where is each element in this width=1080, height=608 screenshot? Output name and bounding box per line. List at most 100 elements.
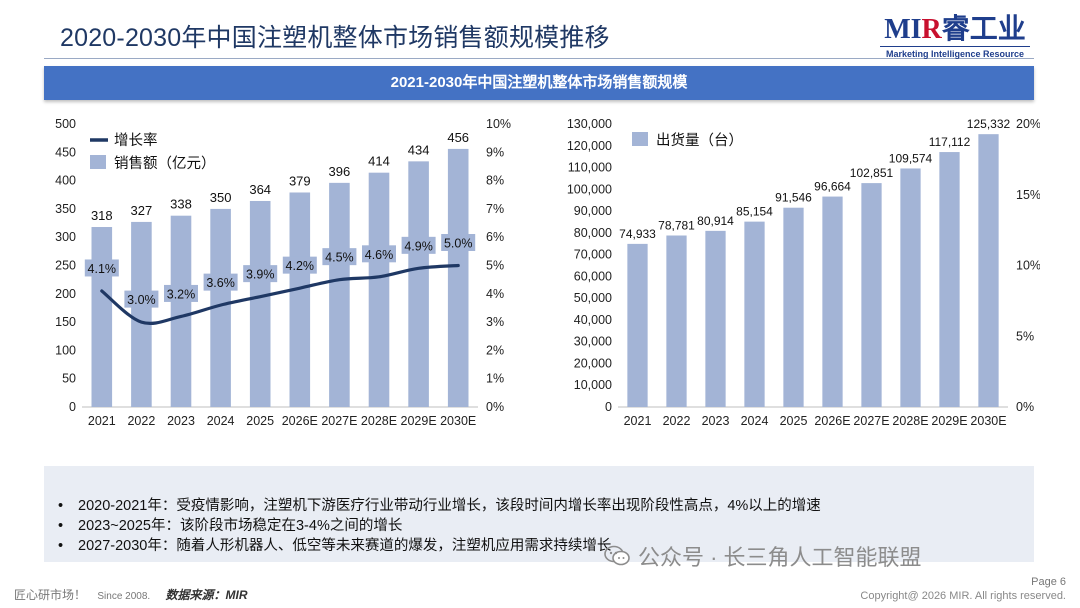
y-left-tick-label: 350 <box>55 202 76 216</box>
x-tick-label: 2023 <box>167 414 195 428</box>
line-label-box <box>441 234 476 251</box>
y-left-tick-label: 10,000 <box>574 378 612 392</box>
y-left-tick-label: 50 <box>62 372 76 386</box>
y-right-tick-label: 0% <box>1016 400 1034 414</box>
growth-rate-label: 3.6% <box>206 276 235 290</box>
x-tick-label: 2026E <box>282 414 318 428</box>
bar-value-label: 125,332 <box>967 117 1011 131</box>
chart-banner: 2021-2030年中国注塑机整体市场销售额规模 <box>44 66 1034 100</box>
bar <box>368 172 390 407</box>
y-left-tick-label: 400 <box>55 174 76 188</box>
note-item: 2023~2025年：该阶段市场稳定在3-4%之间的增长 <box>58 516 1034 536</box>
x-tick-label: 2024 <box>207 414 235 428</box>
y-right-tick-label: 8% <box>486 174 504 188</box>
y-left-tick-label: 20,000 <box>574 356 612 370</box>
y-right-tick-label: 10% <box>1016 259 1040 273</box>
watermark-text: 公众号 · 长三角人工智能联盟 <box>638 545 922 570</box>
bar <box>900 168 921 407</box>
x-tick-label: 2023 <box>702 414 730 428</box>
growth-rate-label: 4.2% <box>286 259 315 273</box>
legend-label-shipments: 出货量（台） <box>656 132 743 149</box>
growth-rate-line <box>100 263 460 326</box>
logo-text-mi: MI <box>884 14 922 45</box>
x-tick-label: 2030E <box>970 414 1006 428</box>
bar-value-label: 318 <box>91 208 113 223</box>
bar <box>210 208 231 407</box>
wechat-icon <box>604 545 630 566</box>
growth-rate-label: 4.9% <box>404 239 433 253</box>
bar <box>249 200 271 407</box>
page-number: Page 6 <box>1031 576 1066 588</box>
bar-value-label: 327 <box>131 203 153 218</box>
y-left-tick-label: 90,000 <box>574 204 612 218</box>
y-left-tick-label: 120,000 <box>567 139 612 153</box>
y-left-tick-label: 100 <box>55 343 76 357</box>
y-left-tick-label: 130,000 <box>567 117 612 131</box>
footer-since: Since 2008. <box>97 591 151 602</box>
y-left-tick-label: 300 <box>55 230 76 244</box>
growth-rate-label: 4.5% <box>325 251 354 265</box>
bar-value-label: 80,914 <box>697 214 734 228</box>
x-tick-label: 2030E <box>440 414 476 428</box>
note-item: 2027-2030年：随着人形机器人、低空等未来赛道的爆发，注塑机应用需求持续增… <box>58 536 1034 556</box>
bar-value-label: 96,664 <box>814 180 851 194</box>
y-left-tick-label: 150 <box>55 315 76 329</box>
line-label-box <box>322 248 357 266</box>
x-tick-label: 2021 <box>88 414 116 428</box>
y-right-tick-label: 1% <box>486 372 504 386</box>
bar <box>447 148 469 407</box>
bar <box>91 227 113 407</box>
line-label-box <box>124 290 159 308</box>
y-left-tick-label: 60,000 <box>574 269 612 283</box>
x-tick-label: 2026E <box>814 414 850 428</box>
y-left-tick-label: 250 <box>55 259 76 273</box>
x-tick-label: 2024 <box>741 414 769 428</box>
bar <box>939 152 960 407</box>
bar-value-label: 434 <box>408 142 430 157</box>
y-right-tick-label: 7% <box>486 202 504 216</box>
bar <box>861 183 882 407</box>
x-tick-label: 2029E <box>401 414 437 428</box>
copyright: Copyright@ 2026 MIR. All rights reserved… <box>860 590 1066 602</box>
bar-value-label: 91,546 <box>775 191 812 205</box>
notes-list: 2020-2021年：受疫情影响，注塑机下游医疗行业带动行业增长，该段时间内增长… <box>44 466 1034 556</box>
bar-value-label: 85,154 <box>736 205 773 219</box>
legend-label-sales: 销售额（亿元） <box>114 155 216 172</box>
y-right-tick-label: 4% <box>486 287 504 301</box>
y-left-tick-label: 110,000 <box>568 161 612 175</box>
y-left-tick-label: 200 <box>55 287 76 301</box>
bar-value-label: 338 <box>170 197 192 212</box>
growth-rate-label: 3.9% <box>246 268 275 282</box>
bar <box>705 230 726 407</box>
line-label-box <box>362 245 396 263</box>
notes-panel: 2020-2021年：受疫情影响，注塑机下游医疗行业带动行业增长，该段时间内增长… <box>44 466 1034 562</box>
x-tick-label: 2025 <box>780 414 808 428</box>
legend-label-growth: 增长率 <box>114 132 158 149</box>
y-right-tick-label: 0% <box>486 400 504 414</box>
bar <box>329 182 350 407</box>
bar-value-label: 456 <box>447 130 469 145</box>
growth-rate-label: 3.2% <box>167 287 196 301</box>
bar-value-label: 364 <box>249 182 271 197</box>
y-left-tick-label: 80,000 <box>574 226 612 240</box>
y-left-tick-label: 0 <box>69 400 76 414</box>
logo-text-cn: 睿工业 <box>941 14 1026 45</box>
legend-bar-swatch <box>632 132 648 146</box>
y-right-tick-label: 20% <box>1016 117 1040 131</box>
x-tick-label: 2021 <box>624 414 652 428</box>
footer-left: 匠心研市场！ Since 2008. 数据来源：MIR <box>14 586 248 603</box>
line-label-box <box>282 256 317 274</box>
y-left-tick-label: 100,000 <box>567 182 612 196</box>
logo-tagline: Marketing Intelligence Resource <box>880 46 1030 59</box>
y-right-tick-label: 2% <box>486 343 504 357</box>
bar <box>666 235 687 407</box>
title-divider <box>44 58 1034 59</box>
growth-rate-label: 4.6% <box>365 248 394 262</box>
y-left-tick-label: 50,000 <box>574 291 612 305</box>
x-tick-label: 2029E <box>931 414 967 428</box>
line-label-box <box>401 236 436 254</box>
note-item: 2020-2021年：受疫情影响，注塑机下游医疗行业带动行业增长，该段时间内增长… <box>58 496 1034 516</box>
y-left-tick-label: 30,000 <box>574 335 612 349</box>
bar-value-label: 102,851 <box>850 166 894 180</box>
logo-wordmark: MIR睿工业 <box>880 14 1030 46</box>
